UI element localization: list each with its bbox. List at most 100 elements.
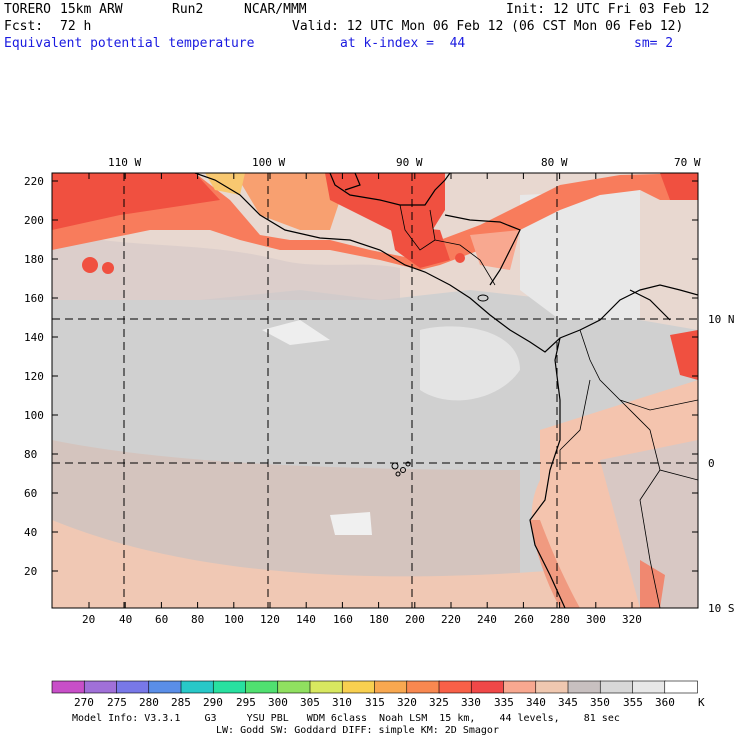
latitude-label: 0 <box>708 457 715 470</box>
x-tick-label: 300 <box>586 613 606 626</box>
level-index: at k-index = 44 <box>340 36 466 51</box>
longitude-label: 110 W <box>108 156 142 169</box>
x-tick-label: 80 <box>191 613 205 626</box>
colorbar-swatch <box>148 680 182 694</box>
smoothing: sm= 2 <box>634 36 674 51</box>
colorbar-label: 310 <box>332 696 352 709</box>
colorbar-label: 360 <box>655 696 675 709</box>
latitude-label: 10 S <box>708 602 735 615</box>
border-honduras <box>434 239 496 286</box>
latitude-label: 10 N <box>708 313 735 326</box>
colorbar-label: 355 <box>623 696 643 709</box>
border-guatemala <box>399 204 436 251</box>
lake-nicaragua <box>477 294 489 302</box>
longitude-label: 70 W <box>674 156 701 169</box>
colorbar-swatch <box>116 680 150 694</box>
x-tick-label: 240 <box>477 613 497 626</box>
colorbar-swatch <box>277 680 311 694</box>
colorbar-label: 325 <box>429 696 449 709</box>
field-orange-mexico <box>235 173 340 230</box>
y-tick-label: 160 <box>24 292 44 305</box>
colorbar-swatch <box>83 680 118 694</box>
field-white-patch-2 <box>262 320 330 345</box>
y-tick-label: 40 <box>24 526 38 539</box>
coast-pacific-mexico-ca <box>194 173 698 353</box>
colorbar-swatch <box>341 680 376 694</box>
galapagos-islands <box>391 461 411 477</box>
equivalent-potential-temperature-field <box>52 173 698 608</box>
colorbar-swatch <box>406 680 440 694</box>
field-coastal-salmon <box>530 520 580 608</box>
field-light-pacific <box>420 326 520 401</box>
x-tick-label: 200 <box>405 613 425 626</box>
colorbar-label: 280 <box>139 696 159 709</box>
longitude-label: 100 W <box>252 156 286 169</box>
colorbar-swatch <box>374 680 408 694</box>
model-run: Run2 <box>172 2 204 17</box>
valid-time: Valid: 12 UTC Mon 06 Feb 12 (06 CST Mon … <box>292 19 684 34</box>
border-colombia <box>579 329 698 411</box>
colorbar-label: 330 <box>461 696 481 709</box>
colorbar-label: 350 <box>590 696 610 709</box>
y-tick-label: 180 <box>24 253 44 266</box>
border-peru-bolivia <box>639 469 661 608</box>
x-tick-label: 60 <box>155 613 169 626</box>
colorbar-swatch <box>535 680 569 694</box>
field-red-central <box>390 225 450 268</box>
coast-south-america-pacific <box>529 337 566 608</box>
colorbar-label: 300 <box>268 696 288 709</box>
colorbar-swatch <box>245 680 279 694</box>
colorbar-swatch <box>51 680 86 694</box>
model-info: Model Info: V3.3.1 G3 YSU PBL WDM 6class… <box>72 713 620 724</box>
colorbar-swatch <box>599 680 634 694</box>
x-tick-label: 120 <box>260 613 280 626</box>
field-red-spot-3 <box>455 253 465 263</box>
field-amazon-salmon <box>640 560 665 608</box>
init-time: Init: 12 UTC Fri 03 Feb 12 <box>506 2 710 17</box>
colorbar-label: 340 <box>526 696 546 709</box>
field-red-northwest <box>52 173 220 230</box>
field-yellow-mexico <box>205 173 245 195</box>
y-tick-label: 220 <box>24 175 44 188</box>
y-tick-label: 120 <box>24 370 44 383</box>
field-red-caribbean <box>660 173 698 200</box>
y-tick-label: 80 <box>24 448 38 461</box>
border-peru-brazil <box>619 399 698 481</box>
model-org: NCAR/MMM <box>244 2 307 17</box>
colorbar-swatch <box>567 680 602 694</box>
field-name: Equivalent potential temperature <box>4 36 255 51</box>
model-name: TORERO <box>4 2 51 17</box>
y-tick-label: 60 <box>24 487 38 500</box>
border-ecuador <box>559 379 591 470</box>
forecast-hour: 72 h <box>60 19 92 34</box>
forecast-label: Fcst: <box>4 19 44 34</box>
x-tick-label: 220 <box>441 613 461 626</box>
longitude-label: 80 W <box>541 156 568 169</box>
x-tick-label: 180 <box>369 613 389 626</box>
x-tick-label: 40 <box>119 613 133 626</box>
y-tick-label: 140 <box>24 331 44 344</box>
coast-gulf <box>344 173 361 191</box>
x-tick-label: 140 <box>296 613 316 626</box>
colorbar-label: 285 <box>171 696 191 709</box>
colorbar-label: 270 <box>74 696 94 709</box>
x-tick-label: 280 <box>550 613 570 626</box>
colorbar-label: 315 <box>365 696 385 709</box>
colorbar-swatch <box>470 680 505 694</box>
colorbar-label: 335 <box>494 696 514 709</box>
field-salmon-south <box>52 520 560 608</box>
colorbar-swatch <box>212 680 247 694</box>
colorbar <box>51 680 698 694</box>
colorbar-label: 295 <box>236 696 256 709</box>
y-tick-label: 200 <box>24 214 44 227</box>
field-white-patch <box>330 512 372 535</box>
x-tick-label: 20 <box>82 613 96 626</box>
colorbar-label: 320 <box>397 696 417 709</box>
colorbar-swatch <box>632 680 666 694</box>
physics-info: LW: Godd SW: Goddard DIFF: simple KM: 2D… <box>216 725 499 736</box>
x-tick-label: 100 <box>224 613 244 626</box>
model-resolution: 15km ARW <box>60 2 123 17</box>
colorbar-label: 345 <box>558 696 578 709</box>
colorbar-label: 290 <box>203 696 223 709</box>
field-light-caribbean <box>520 190 640 320</box>
